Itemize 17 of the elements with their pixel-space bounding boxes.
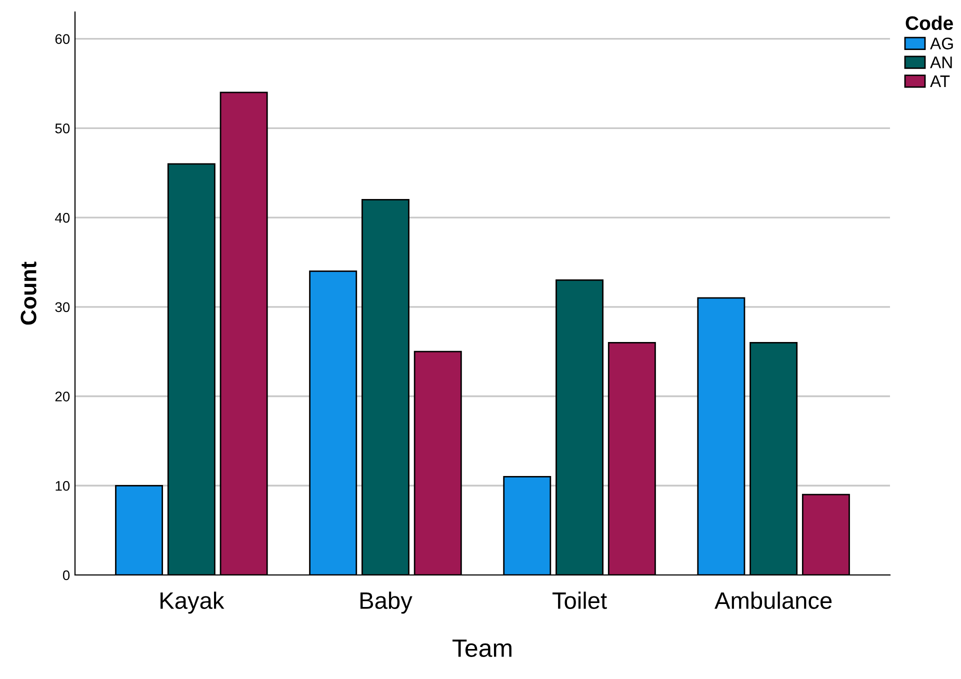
legend-label: AN bbox=[930, 56, 952, 68]
x-tick-label: Kayak bbox=[160, 592, 224, 614]
y-tick-label: 50 bbox=[55, 124, 70, 134]
y-tick-label: 30 bbox=[55, 302, 70, 312]
x-tick-label: Ambulance bbox=[714, 592, 832, 610]
y-axis-title: Count bbox=[20, 262, 36, 325]
y-tick-label: 0 bbox=[62, 570, 70, 580]
y-tick-label: 40 bbox=[55, 212, 70, 223]
y-tick-label: 60 bbox=[55, 34, 70, 44]
y-tick-label: 10 bbox=[56, 480, 70, 491]
x-axis-title: Team bbox=[452, 640, 512, 658]
x-tick-label: Baby bbox=[360, 592, 412, 614]
legend-label: AG bbox=[930, 38, 953, 50]
y-tick-label: 20 bbox=[55, 392, 70, 402]
legend-title: Code bbox=[906, 16, 953, 30]
x-tick-label: Toilet bbox=[552, 592, 607, 610]
legend-label: AT bbox=[930, 76, 950, 88]
